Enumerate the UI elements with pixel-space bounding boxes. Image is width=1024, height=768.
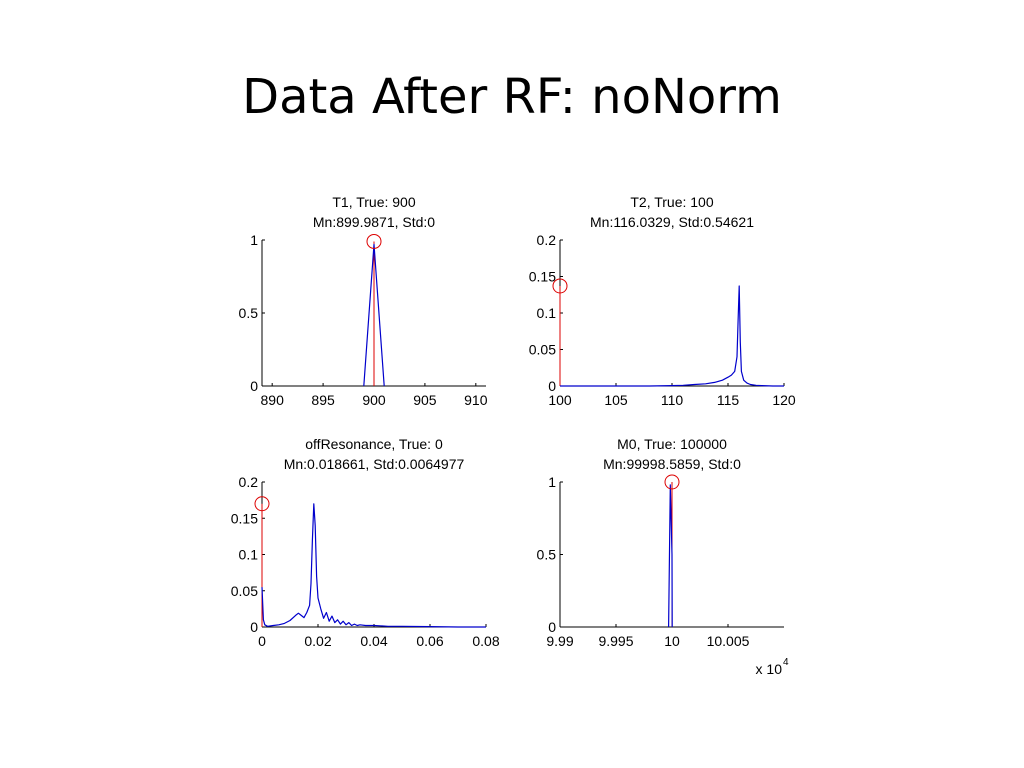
chart-title-line: Mn:116.0329, Std:0.54621 [590, 214, 754, 230]
true-value-marker [254, 496, 270, 512]
chart-title-line: M0, True: 100000 [617, 436, 727, 452]
x-tick-label: 120 [772, 392, 796, 408]
slide-title: Data After RF: noNorm [242, 69, 782, 125]
y-tick-label: 1 [548, 474, 556, 490]
y-tick-label: 1 [250, 232, 258, 248]
chart-title-line: T2, True: 100 [630, 194, 713, 210]
x-tick-label: 9.99 [546, 633, 573, 649]
chart-offresonance: offResonance, True: 0 Mn:0.018661, Std:0.… [231, 436, 500, 649]
chart-title-line: Mn:99998.5859, Std:0 [603, 456, 741, 472]
x-tick-label: 0.02 [304, 633, 331, 649]
true-value-marker [552, 278, 568, 294]
y-tick-label: 0.2 [239, 474, 259, 490]
y-tick-label: 0.1 [537, 305, 557, 321]
x-tick-label: 110 [661, 392, 684, 408]
histogram-series-line [560, 285, 784, 387]
chart-title-line: Mn:899.9871, Std:0 [313, 214, 435, 230]
y-tick-label: 0 [250, 378, 258, 394]
x-tick-label: 105 [604, 392, 628, 408]
x-tick-label: 0.08 [472, 633, 499, 649]
x-tick-label: 0.04 [360, 633, 387, 649]
true-value-marker [366, 233, 382, 249]
x-tick-label: 890 [261, 392, 285, 408]
true-value-marker [664, 474, 680, 490]
x-tick-label: 10 [664, 633, 680, 649]
histogram-series-line [668, 484, 673, 628]
y-tick-label: 0 [548, 619, 556, 635]
x-tick-label: 895 [311, 392, 335, 408]
x-tick-label: 910 [464, 392, 488, 408]
y-tick-label: 0.05 [529, 342, 556, 358]
x-tick-label: 115 [717, 392, 740, 408]
x-tick-label: 900 [362, 392, 386, 408]
y-tick-label: 0 [548, 378, 556, 394]
chart-title-line: T1, True: 900 [332, 194, 415, 210]
histogram-series-line [363, 243, 385, 387]
histogram-series-line [261, 503, 486, 628]
chart-m0: M0, True: 100000 Mn:99998.5859, Std:0 9.99… [537, 436, 789, 677]
x-tick-label: 10.005 [707, 633, 750, 649]
y-tick-label: 0.1 [239, 547, 259, 563]
chart-title-line: offResonance, True: 0 [305, 436, 443, 452]
x-exponent-power: 4 [783, 657, 789, 668]
x-tick-label: 100 [548, 392, 572, 408]
y-tick-label: 0.15 [231, 510, 258, 526]
y-tick-label: 0.5 [537, 547, 557, 563]
x-exponent-label: x 10 [756, 661, 783, 677]
x-tick-label: 0 [258, 633, 266, 649]
x-tick-label: 0.06 [416, 633, 443, 649]
x-tick-label: 9.995 [598, 633, 633, 649]
chart-t2: T2, True: 100 Mn:116.0329, Std:0.54621 100… [529, 194, 796, 408]
y-tick-label: 0.15 [529, 269, 556, 285]
y-tick-label: 0.2 [537, 232, 557, 248]
x-tick-label: 905 [413, 392, 437, 408]
chart-title-line: Mn:0.018661, Std:0.0064977 [284, 456, 465, 472]
chart-t1: T1, True: 900 Mn:899.9871, Std:0 890 895 900… [239, 194, 488, 408]
y-tick-label: 0 [250, 619, 258, 635]
y-tick-label: 0.5 [239, 305, 259, 321]
y-tick-label: 0.05 [231, 583, 258, 599]
